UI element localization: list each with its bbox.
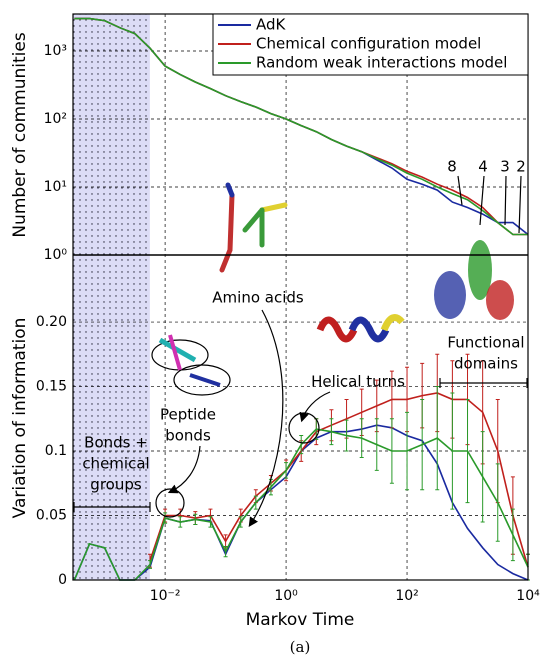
amino-acid-sticks (219, 182, 288, 273)
annotation: Bonds + (84, 434, 148, 452)
legend-label: AdK (256, 16, 287, 34)
step-pointer (457, 175, 522, 234)
x-tick-label: 10² (395, 588, 418, 604)
stick (168, 334, 182, 371)
stick (242, 207, 265, 233)
annotation: Amino acids (212, 289, 304, 307)
y-tick-label: 10² (44, 111, 67, 127)
stick (158, 337, 197, 363)
helix-part (380, 314, 405, 332)
y-tick-label: 0.05 (36, 508, 67, 524)
shaded-region (73, 14, 150, 580)
x-tick-label: 10⁻² (150, 588, 181, 604)
x-axis-title: Markov Time (246, 610, 355, 630)
legend-label: Random weak interactions model (256, 54, 507, 72)
step-label: 8 (447, 158, 457, 176)
bracket (439, 378, 528, 388)
domain-blob (434, 271, 466, 319)
series-line (149, 392, 529, 568)
x-tick-label: 10⁴ (516, 588, 540, 604)
y-tick-label: 0 (58, 572, 67, 588)
annotation: Helical turns (311, 373, 405, 391)
y-tick-label: 10¹ (44, 179, 67, 195)
legend-label: Chemical configuration model (256, 35, 481, 53)
y-axis-title: Variation of information (10, 318, 30, 519)
step-labels: 8 4 3 2 (447, 158, 526, 234)
caption: (a) (290, 638, 311, 656)
highlight-circle (155, 488, 185, 518)
stick (259, 202, 288, 213)
y-axis-title: Number of communities (10, 32, 30, 237)
annotation: Functional (447, 334, 524, 352)
stick (219, 247, 233, 273)
y-tick-label: 10³ (44, 43, 67, 59)
y-tick-label: 0.15 (36, 379, 67, 395)
arrow (299, 391, 331, 423)
annotation: bonds (165, 427, 211, 445)
helix-part (348, 316, 390, 343)
marks-group (72, 17, 530, 581)
series-line (73, 428, 529, 581)
series-line (74, 17, 528, 236)
annotation: Peptide (160, 406, 216, 424)
peptide-ring (173, 364, 231, 396)
stick (225, 182, 235, 198)
arrow (248, 309, 284, 527)
annotation: groups (90, 476, 142, 494)
arrow (167, 445, 201, 494)
domain-blob (486, 280, 514, 320)
bracket (73, 502, 151, 512)
peptide-molecule (151, 334, 231, 396)
annotation: domains (454, 355, 518, 373)
y-tick-label: 0.1 (45, 443, 67, 459)
annotation: chemical (82, 455, 149, 473)
step-label: 2 (516, 158, 526, 176)
highlight-circle (288, 412, 320, 444)
helix (316, 314, 405, 343)
stick (189, 373, 221, 387)
shaded-region-group (73, 14, 150, 580)
y-tick-label: 10⁰ (44, 247, 68, 263)
x-tick-label: 10⁰ (274, 588, 298, 604)
y-tick-label: 0.20 (36, 314, 67, 330)
step-label: 3 (500, 158, 510, 176)
helix-part (316, 316, 358, 343)
protein-domains (434, 240, 514, 320)
legend-box (212, 13, 529, 76)
step-label: 4 (478, 158, 488, 176)
stick (227, 192, 235, 253)
